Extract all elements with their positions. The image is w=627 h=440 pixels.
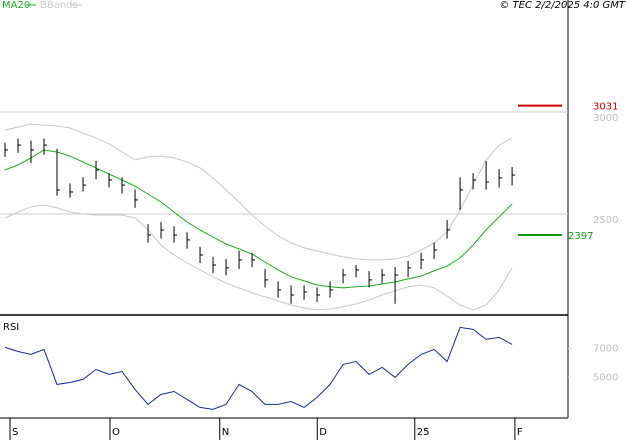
x-tick-label: D <box>319 427 327 438</box>
x-tick-label: S <box>12 427 18 438</box>
x-tick-label: N <box>222 427 229 438</box>
level-label: 2397 <box>568 231 593 242</box>
x-tick-label: F <box>517 427 523 438</box>
bband-upper <box>4 123 513 261</box>
x-tick-label: O <box>112 427 120 438</box>
credit: © TEC 2/2/2025 4:0 GMT <box>499 0 626 11</box>
rsi-tick-label: 5000 <box>593 372 618 383</box>
rsi-line <box>4 326 513 410</box>
rsi-title: RSI <box>3 322 19 333</box>
level-label: 3031 <box>593 102 618 113</box>
legend-label: BBands <box>40 0 78 11</box>
y-tick-label: 2500 <box>593 215 618 226</box>
legend-label: MA20 <box>2 0 30 11</box>
rsi-tick-label: 7000 <box>593 343 618 354</box>
bband-lower <box>4 204 513 311</box>
ma20-line <box>4 149 513 289</box>
y-tick-label: 3000 <box>593 113 618 124</box>
x-tick-label: 25 <box>417 427 430 438</box>
